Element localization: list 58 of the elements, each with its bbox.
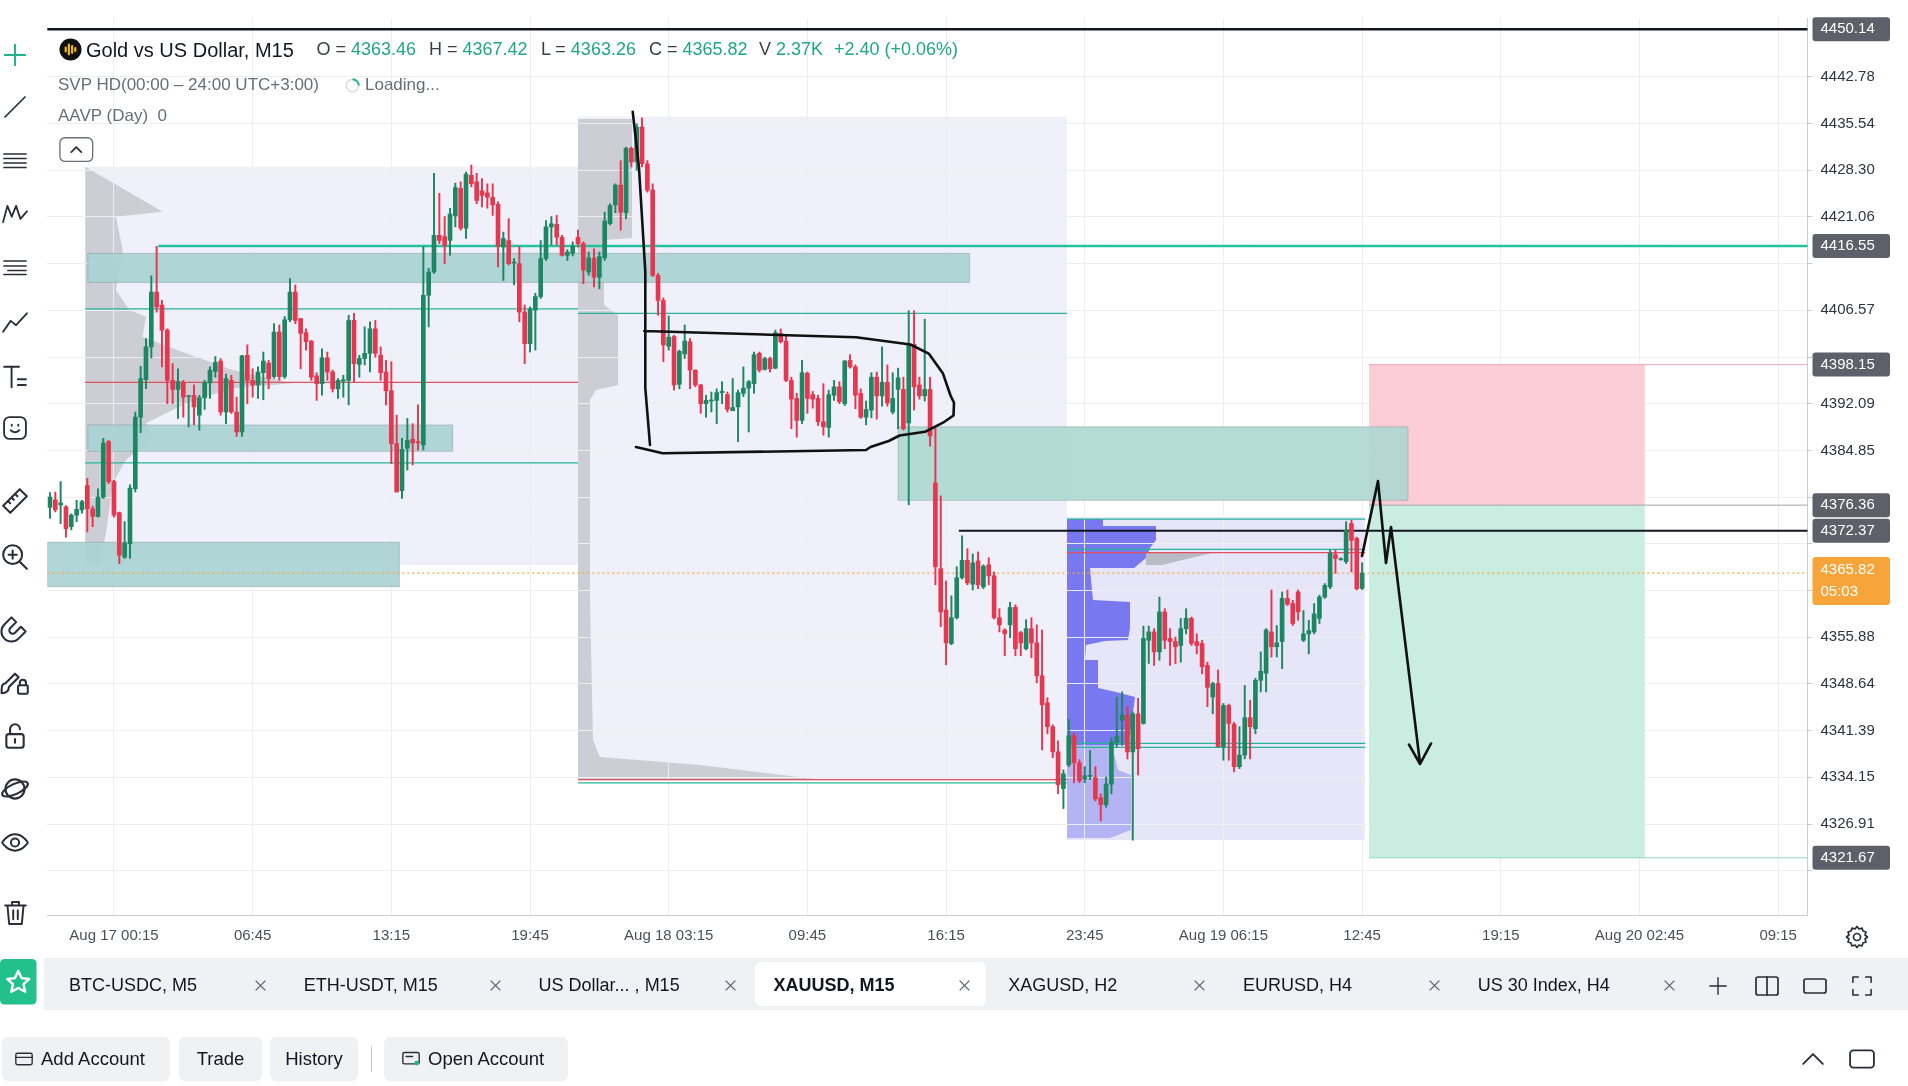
x-tick-label: 23:45 [1065, 926, 1104, 944]
y-tick-label: 4442.78 [1820, 66, 1875, 84]
x-tick-label: 09:45 [788, 926, 827, 944]
x-tick-label: Aug 17 00:15 [69, 926, 159, 944]
ref-line-label: 4416.55 [1820, 236, 1875, 254]
text: US 30 Index, H4 [1477, 974, 1610, 997]
annotation: AAVP (Day) 0 [58, 105, 167, 127]
y-tick-label: 4392.09 [1820, 393, 1875, 411]
text: EURUSD, H4 [1243, 974, 1353, 997]
text: History [285, 1047, 343, 1071]
text: Gold vs US Dollar, M15 [86, 37, 294, 62]
x-tick-label: 19:15 [1482, 926, 1520, 944]
text: US Dollar... , M15 [538, 974, 680, 997]
text: XAUUSD, M15 [773, 974, 895, 997]
annotation: O = 4363.46 [316, 38, 417, 59]
annotation: V 2.37K [759, 38, 824, 59]
y-tick-label: 4435.54 [1820, 113, 1875, 131]
candlestick [730, 378, 736, 412]
y-tick-label: 4326.91 [1820, 814, 1875, 832]
y-tick-label: 4341.39 [1820, 720, 1875, 738]
y-tick-label: 4348.64 [1820, 674, 1875, 692]
y-tick-label: 4334.15 [1820, 767, 1875, 785]
ref-line-label: 4398.15 [1820, 354, 1875, 372]
text: Open Account [428, 1047, 545, 1071]
annotation: +2.40 (+0.06%) [834, 38, 959, 59]
text: BTC-USDC, M5 [69, 974, 198, 997]
text: 05:03 [1820, 582, 1859, 600]
ref-line-label: 4376.36 [1820, 495, 1875, 513]
y-tick-label: 4384.85 [1820, 440, 1875, 458]
annotation: Loading... [365, 74, 440, 96]
x-tick-label: 12:45 [1343, 926, 1381, 944]
text: XAGUSD, H2 [1008, 974, 1118, 997]
y-tick-label: 4421.06 [1820, 207, 1875, 225]
x-tick-label: 16:15 [927, 926, 965, 944]
text: Add Account [41, 1047, 145, 1071]
annotation: L = 4363.26 [541, 38, 636, 59]
candlestick [922, 318, 928, 402]
candlestick [186, 394, 191, 428]
annotation: SVP HD(00:00 – 24:00 UTC+3:00) [58, 74, 319, 96]
x-tick-label: 09:15 [1759, 926, 1797, 944]
text: ETH-USDT, M15 [303, 974, 438, 997]
x-tick-label: 06:45 [233, 926, 272, 944]
x-tick-label: Aug 18 03:15 [624, 926, 714, 944]
y-tick-label: 4428.30 [1820, 160, 1875, 178]
ref-line-label: 4365.82 [1820, 560, 1875, 578]
text: Trade [196, 1047, 245, 1071]
ref-line-label: 4321.67 [1820, 847, 1875, 865]
x-tick-label: 13:15 [372, 926, 411, 944]
y-tick-label: 4406.57 [1820, 300, 1875, 318]
y-tick-label: 4355.88 [1820, 627, 1875, 645]
x-tick-label: Aug 20 02:45 [1594, 926, 1685, 944]
annotation: C = 4365.82 [649, 38, 748, 59]
x-tick-label: 19:45 [511, 926, 549, 944]
ref-line-label: 4372.37 [1820, 521, 1875, 538]
annotation: H = 4367.42 [429, 38, 528, 59]
x-tick-label: Aug 19 06:15 [1178, 926, 1269, 944]
ref-line-label: 4450.14 [1820, 19, 1875, 37]
candlestick [410, 423, 416, 466]
